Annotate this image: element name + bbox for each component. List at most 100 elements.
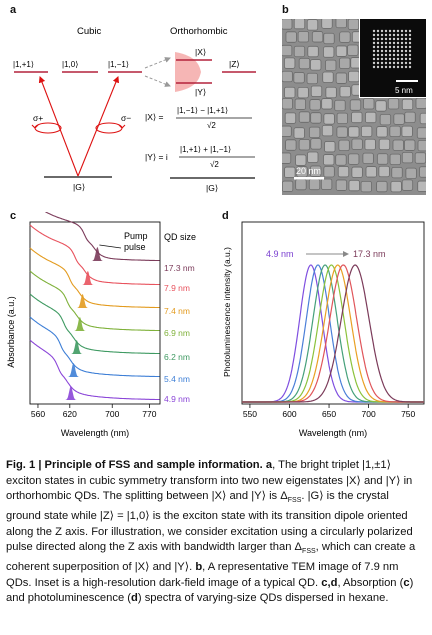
tem-image: 20 nm 5 nm — [282, 19, 426, 195]
inset-atom — [380, 29, 384, 33]
inset-atom — [396, 65, 400, 69]
eq-y-denominator: √2 — [210, 160, 219, 169]
tem-particle — [284, 112, 297, 124]
inset-atom — [404, 53, 408, 57]
panel-c-letter: c — [10, 210, 17, 222]
inset-atom — [392, 61, 396, 65]
inset-atom — [396, 53, 400, 57]
c-xtick-label: 620 — [63, 409, 77, 419]
caption-title: Fig. 1 | Principle of FSS and sample inf… — [6, 459, 263, 471]
tem-particle — [306, 72, 318, 85]
tem-particle — [348, 70, 360, 83]
tem-particle — [293, 127, 305, 139]
inset-atom — [384, 65, 388, 69]
tem-particle — [321, 124, 334, 137]
inset-atom — [408, 45, 412, 49]
tem-particle — [293, 45, 306, 58]
tem-particle — [335, 154, 347, 166]
tem-particle — [298, 57, 311, 70]
inset-atom — [388, 61, 392, 65]
inset-atom — [376, 29, 380, 33]
tem-particle — [348, 179, 360, 192]
tem-particle — [284, 86, 296, 99]
inset-atom — [376, 45, 380, 49]
inset-atom — [408, 57, 412, 61]
inset-atom — [380, 53, 384, 57]
inset-atom — [404, 65, 408, 69]
inset-image: 5 nm — [359, 19, 426, 98]
panel-b-letter: b — [282, 4, 289, 16]
tem-particle — [401, 151, 414, 164]
inset-atom — [372, 37, 376, 41]
inset-atom — [380, 45, 384, 49]
caption-b-letter: b — [195, 561, 203, 574]
inset-atom — [392, 53, 396, 57]
d-xtick-label: 600 — [282, 409, 296, 419]
inset-atom — [372, 33, 376, 37]
tem-particle — [339, 86, 351, 98]
pl-chart: Photoluminescence intensity (a.u.) 550 60… — [222, 221, 425, 438]
inset-atom — [396, 37, 400, 41]
tem-particle — [285, 31, 297, 43]
z-state-label: |Z⟩ — [229, 59, 240, 69]
sigma-minus-rotation-arrowhead — [118, 124, 126, 129]
tem-particle — [310, 165, 322, 177]
panel-a-diagram: Cubic Orthorhombic |1,+1⟩ |1,0⟩ |1,−1⟩ |… — [13, 26, 256, 193]
inset-atom — [408, 41, 412, 45]
state-plus1: |1,+1⟩ — [13, 60, 34, 69]
inset-atom — [404, 45, 408, 49]
split-arrow-up — [144, 57, 171, 69]
sigma-plus-arrow — [38, 75, 79, 177]
tem-particle — [323, 113, 335, 125]
tem-particle — [295, 178, 307, 191]
tem-particle — [364, 138, 376, 151]
tem-particle — [295, 154, 307, 166]
tem-particle — [363, 98, 375, 110]
tem-particle — [307, 45, 319, 58]
tem-particle — [325, 86, 337, 99]
tem-particle — [417, 139, 426, 152]
tem-particle — [284, 57, 296, 69]
tem-particle — [308, 126, 321, 139]
inset-atom — [396, 45, 400, 49]
caption-d-letter: d — [131, 592, 138, 605]
pl-curve-17-3-nm — [242, 264, 424, 403]
pump-pulse-5-4-nm — [67, 363, 80, 377]
tem-particle — [390, 180, 402, 193]
absorption-curve-6-2-nm — [29, 293, 160, 355]
inset-atom — [404, 57, 408, 61]
inset-atom — [376, 33, 380, 37]
tem-particle — [376, 153, 389, 165]
size-label-6: 4.9 nm — [164, 394, 190, 404]
tem-particle — [282, 152, 292, 164]
tem-particle — [284, 166, 296, 178]
c-plot-frame — [29, 221, 161, 405]
inset-atom — [392, 33, 396, 37]
inset-atom — [400, 57, 404, 61]
tem-particle — [376, 126, 388, 138]
d-xtick-label: 750 — [401, 409, 415, 419]
caption-cd-letter: c,d — [321, 576, 338, 589]
inset-atom — [404, 33, 408, 37]
figure-caption: Fig. 1 | Principle of FSS and sample inf… — [6, 458, 426, 607]
ground-label: |G⟩ — [73, 182, 85, 192]
tem-particle — [336, 126, 348, 138]
y-state-label: |Y⟩ — [195, 87, 206, 97]
tem-particle — [339, 57, 351, 69]
tem-particle — [404, 139, 416, 151]
inset-scale-bar — [396, 80, 418, 82]
split-arrow-down — [144, 75, 171, 87]
absorption-curve-5-4-nm — [29, 316, 160, 378]
tem-particle — [310, 59, 322, 71]
caption-cd-text-2: ) and photoluminescence ( — [6, 576, 414, 605]
tem-particle — [389, 153, 401, 166]
tem-particle — [311, 31, 324, 43]
inset-atom — [384, 33, 388, 37]
inset-atom — [400, 33, 404, 37]
d-xlabel: Wavelength (nm) — [299, 428, 367, 438]
d-plot-frame — [241, 221, 425, 405]
tem-particle — [360, 180, 372, 193]
absorption-curve-7-9-nm — [29, 224, 160, 286]
inset-atom — [384, 45, 388, 49]
inset-atom — [384, 61, 388, 65]
